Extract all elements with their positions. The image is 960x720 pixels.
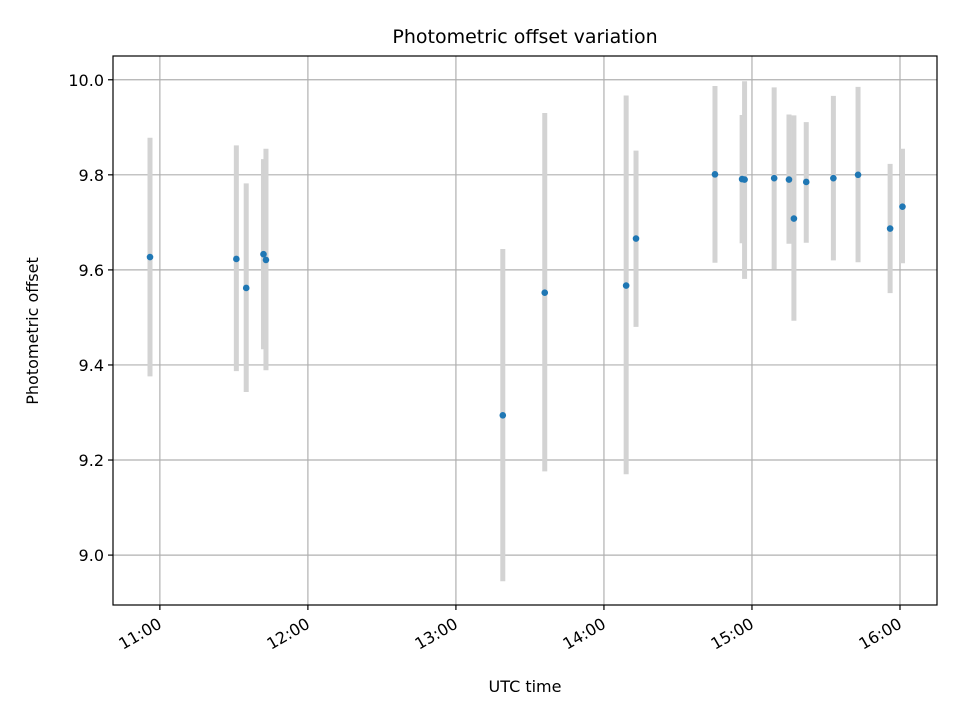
y-tick-label: 9.8	[79, 166, 104, 185]
data-point	[242, 284, 250, 292]
y-axis-label: Photometric offset	[23, 257, 42, 405]
data-point	[632, 235, 640, 242]
data-point	[854, 171, 862, 179]
data-point	[785, 176, 793, 183]
data-point	[541, 289, 549, 297]
data-point	[741, 176, 748, 183]
data-point	[260, 250, 267, 258]
y-tick-label: 10.0	[68, 71, 104, 90]
plot-frame	[112, 55, 938, 606]
point-layer	[146, 171, 906, 419]
chart-title: Photometric offset variation	[392, 26, 657, 48]
data-point	[899, 203, 906, 210]
data-point	[886, 225, 894, 232]
data-point	[499, 412, 507, 419]
data-point	[233, 255, 240, 263]
y-tick-label: 9.2	[79, 451, 104, 470]
data-point	[622, 282, 630, 289]
y-tick-label: 9.0	[79, 546, 104, 565]
data-point	[770, 174, 778, 182]
data-point	[802, 178, 810, 186]
data-point	[262, 256, 270, 264]
data-point	[830, 174, 837, 182]
y-tick-label: 9.6	[79, 261, 104, 280]
x-axis-label: UTC time	[489, 677, 562, 696]
data-point	[790, 215, 798, 222]
grid-layer	[113, 56, 937, 605]
y-tick-label: 9.4	[79, 356, 104, 375]
data-point	[711, 171, 719, 178]
data-point	[146, 253, 154, 261]
